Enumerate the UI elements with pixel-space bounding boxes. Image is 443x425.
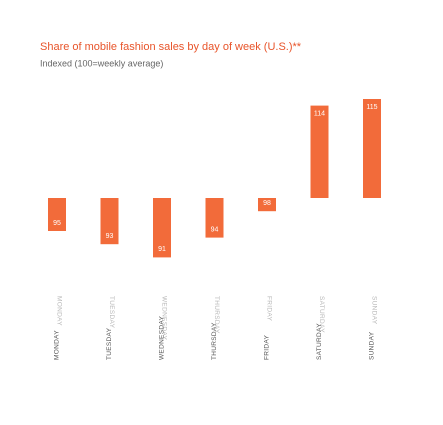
x-tick-label-reflection: TUESDAY	[108, 296, 115, 329]
x-tick-label-reflection: FRIDAY	[265, 296, 272, 322]
x-tick-label: WEDNESDAY	[159, 316, 166, 360]
bar	[153, 198, 171, 258]
value-label: 114	[314, 110, 325, 117]
bar	[258, 198, 276, 212]
x-tick-label: THURSDAY	[211, 322, 218, 360]
bar	[205, 198, 224, 238]
value-label: 115	[366, 104, 377, 111]
x-tick-label: SUNDAY	[369, 331, 376, 360]
value-label: 93	[106, 233, 114, 240]
x-tick-label-reflection: MONDAY	[55, 296, 62, 326]
bar	[48, 198, 66, 231]
x-tick-label: FRIDAY	[264, 334, 271, 360]
x-tick-label: SATURDAY	[316, 323, 323, 360]
x-tick-label-reflection: SUNDAY	[370, 296, 377, 325]
value-label: 95	[53, 220, 61, 227]
chart-subtitle: Indexed (100=weekly average)	[40, 58, 163, 68]
chart-title: Share of mobile fashion sales by day of …	[40, 41, 302, 53]
x-tick-label: MONDAY	[54, 330, 61, 360]
bar	[363, 99, 381, 198]
value-label: 91	[158, 246, 166, 253]
value-label: 94	[211, 226, 219, 233]
x-tick-label-reflection: WEDNESDAY	[160, 296, 167, 340]
bar	[100, 198, 119, 245]
x-tick-label: TUESDAY	[106, 327, 113, 360]
x-tick-label-reflection: THURSDAY	[213, 296, 220, 334]
bar	[310, 105, 329, 198]
value-label: 98	[263, 200, 271, 207]
x-tick-label-reflection: SATURDAY	[318, 296, 325, 333]
